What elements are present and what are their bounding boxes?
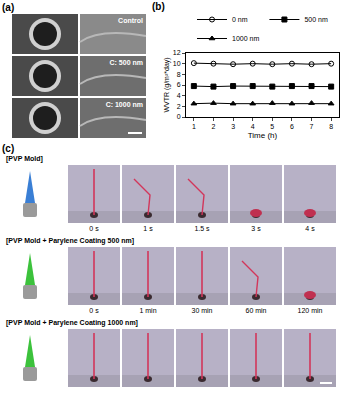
- svg-text:Time (h): Time (h): [248, 131, 278, 140]
- svg-text:5: 5: [270, 123, 274, 130]
- svg-text:0 s: 0 s: [89, 225, 99, 232]
- svg-text:[PVP Mold]: [PVP Mold]: [6, 155, 43, 163]
- svg-text:2: 2: [212, 123, 216, 130]
- svg-text:7: 7: [310, 123, 314, 130]
- svg-text:8: 8: [329, 123, 333, 130]
- svg-text:6: 6: [177, 81, 181, 88]
- svg-text:[PVP Mold + Parylene Coating 5: [PVP Mold + Parylene Coating 500 nm]: [6, 237, 134, 245]
- svg-text:4 s: 4 s: [305, 225, 315, 232]
- html-text:(b): (b): [152, 1, 165, 12]
- svg-text:Control: Control: [118, 17, 143, 24]
- svg-text:1 min: 1 min: [139, 307, 156, 314]
- svg-text:2: 2: [177, 103, 181, 110]
- svg-text:[PVP Mold + Parylene Coating 1: [PVP Mold + Parylene Coating 1000 nm]: [6, 319, 138, 327]
- svg-text:WVTR (g/m²*day): WVTR (g/m²*day): [163, 57, 171, 112]
- svg-text:3 s: 3 s: [251, 225, 261, 232]
- svg-text:0: 0: [177, 113, 181, 120]
- svg-text:0 s: 0 s: [89, 307, 99, 314]
- svg-text:(c): (c): [2, 143, 14, 154]
- svg-text:C: 1000 nm: C: 1000 nm: [106, 101, 143, 108]
- svg-text:3: 3: [231, 123, 235, 130]
- svg-text:0 nm: 0 nm: [232, 16, 248, 23]
- svg-text:1: 1: [192, 123, 196, 130]
- svg-text:C: 500 nm: C: 500 nm: [110, 59, 143, 66]
- svg-text:1.5 s: 1.5 s: [194, 225, 210, 232]
- svg-text:60 min: 60 min: [245, 307, 266, 314]
- svg-text:30 min: 30 min: [191, 307, 212, 314]
- svg-text:(a): (a): [2, 2, 14, 13]
- svg-text:1 s: 1 s: [143, 225, 153, 232]
- svg-text:500 nm: 500 nm: [304, 16, 328, 23]
- svg-text:120 min: 120 min: [298, 307, 323, 314]
- svg-text:1000 nm: 1000 nm: [232, 35, 259, 42]
- svg-text:10: 10: [173, 60, 181, 67]
- svg-text:4: 4: [177, 92, 181, 99]
- svg-text:8: 8: [177, 71, 181, 78]
- svg-text:6: 6: [290, 123, 294, 130]
- svg-text:4: 4: [251, 123, 255, 130]
- svg-text:12: 12: [173, 49, 181, 56]
